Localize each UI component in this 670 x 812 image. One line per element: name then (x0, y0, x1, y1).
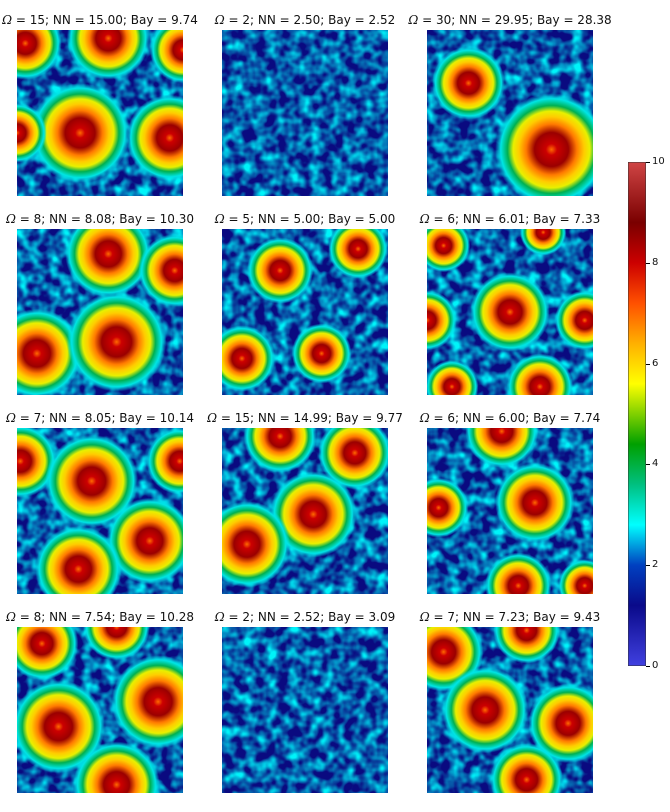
vortex-blob (111, 655, 183, 749)
vortex-blob (528, 683, 593, 764)
colorbar-tick-mark (646, 565, 650, 566)
panel-title: Ω = 5; NN = 5.00; Bay = 5.00 (214, 212, 396, 226)
panel-title: Ω = 7; NN = 7.23; Bay = 9.43 (419, 610, 601, 624)
vortex-blob (65, 229, 152, 298)
turbulence-field (222, 30, 388, 196)
turbulence-field (222, 627, 388, 793)
heatmap-panel (17, 627, 183, 793)
panel-title: Ω = 8; NN = 7.54; Bay = 10.28 (5, 610, 195, 624)
vortex-blob (427, 360, 479, 395)
vortex-blob (246, 237, 314, 304)
vortex-blob (291, 323, 352, 384)
colorbar-tick-label: 6 (652, 358, 659, 369)
vortex-blob (17, 103, 47, 163)
heatmap-canvas (222, 30, 388, 196)
heatmap-panel (222, 627, 388, 793)
panel-title: Ω = 2; NN = 2.50; Bay = 2.52 (214, 13, 396, 27)
vortex-blob (106, 497, 183, 585)
vortex-blob (73, 741, 160, 793)
colorbar-tick-mark (646, 666, 650, 667)
colorbar-tick-mark (646, 162, 650, 163)
vortex-blob (149, 30, 183, 84)
vortex-blob (495, 93, 593, 196)
vortex-blob (17, 680, 105, 774)
colorbar-tick-label: 0 (652, 660, 659, 671)
panel-title: Ω = 15; NN = 15.00; Bay = 9.74 (2, 13, 198, 27)
vortex-blob (83, 627, 150, 661)
panel-title: Ω = 8; NN = 8.08; Bay = 10.30 (5, 212, 195, 226)
vortex-blob (270, 471, 357, 558)
vortex-blob (427, 290, 457, 351)
heatmap-panel (427, 30, 593, 196)
heatmap-canvas (427, 30, 593, 196)
heatmap-panel (427, 229, 593, 395)
vortex-blob (17, 627, 79, 681)
vortex-blob (222, 325, 276, 392)
colorbar-tick-label: 2 (652, 559, 659, 570)
vortex-blob (441, 666, 529, 754)
vortex-blob (520, 229, 567, 256)
heatmap-canvas (427, 627, 593, 793)
colorbar-tick-label: 8 (652, 257, 659, 268)
heatmap-canvas (427, 428, 593, 594)
vortex-blob (222, 501, 291, 588)
vortex-blob (328, 229, 388, 279)
vortex-blob (495, 462, 575, 543)
heatmap-canvas (222, 627, 388, 793)
heatmap-panel (222, 428, 388, 594)
vortex-blob (506, 353, 574, 395)
vortex-blob (66, 292, 167, 392)
vortex-blob (465, 428, 539, 468)
heatmap-canvas (427, 229, 593, 395)
heatmap-canvas (222, 229, 388, 395)
vortex-blob (243, 428, 317, 473)
colorbar-tick-mark (646, 364, 650, 365)
heatmap-panel (427, 627, 593, 793)
heatmap-panel (427, 428, 593, 594)
colorbar-tick-label: 4 (652, 458, 659, 469)
heatmap-panel (222, 30, 388, 196)
vortex-blob (485, 552, 552, 594)
panel-title: Ω = 2; NN = 2.52; Bay = 3.09 (214, 610, 396, 624)
colorbar-tick-mark (646, 263, 650, 264)
vortex-blob (554, 290, 593, 351)
heatmap-canvas (17, 30, 183, 196)
panel-title: Ω = 6; NN = 6.01; Bay = 7.33 (419, 212, 601, 226)
panel-title: Ω = 7; NN = 8.05; Bay = 10.14 (5, 411, 195, 425)
vortex-blob (17, 30, 62, 80)
vortex-blob (30, 83, 130, 183)
vortex-blob (490, 743, 564, 793)
vortex-blob (35, 525, 122, 594)
colorbar-tick-mark (646, 464, 650, 465)
panel-title: Ω = 30; NN = 29.95; Bay = 28.38 (408, 13, 612, 27)
vortex-blob (17, 308, 82, 395)
heatmap-panel (222, 229, 388, 395)
vortex-blob (138, 234, 183, 307)
heatmap-canvas (17, 428, 183, 594)
heatmap-panel (17, 229, 183, 395)
vortex-blob (470, 272, 550, 352)
colorbar (628, 162, 646, 666)
vortex-blob (493, 627, 560, 664)
vortex-blob (558, 559, 593, 594)
vortex-blob (432, 46, 505, 120)
vortex-blob (45, 434, 139, 528)
heatmap-panel (17, 428, 183, 594)
colorbar-tick-label: 10 (652, 156, 665, 167)
panel-title: Ω = 15; NN = 14.99; Bay = 9.77 (207, 411, 403, 425)
vortex-blob (66, 30, 150, 80)
heatmap-canvas (222, 428, 388, 594)
vortex-blob (126, 94, 183, 182)
heatmap-canvas (17, 627, 183, 793)
panel-title: Ω = 6; NN = 6.00; Bay = 7.74 (419, 411, 601, 425)
heatmap-canvas (17, 229, 183, 395)
vortex-blob (146, 428, 183, 495)
vortex-blob (318, 428, 388, 490)
vortex-blob (427, 229, 471, 273)
heatmap-panel (17, 30, 183, 196)
vortex-blob (427, 477, 469, 538)
